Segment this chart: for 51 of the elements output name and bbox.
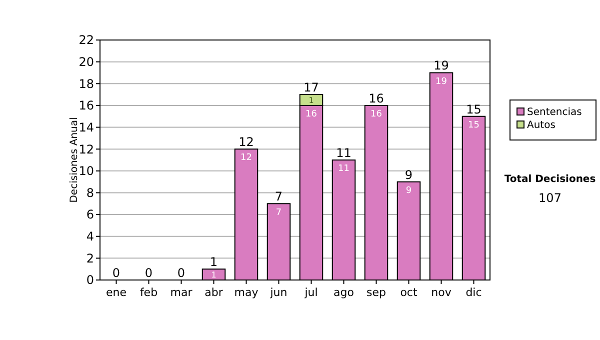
y-tick-label: 8 [86, 186, 94, 200]
y-tick-label: 20 [78, 55, 94, 70]
data-label: 9 [406, 186, 412, 196]
data-label: 11 [338, 164, 350, 174]
total-label: 15 [466, 102, 482, 116]
x-tick-label: jul [304, 286, 318, 299]
y-tick-label: 12 [78, 142, 94, 156]
y-tick-label: 0 [86, 273, 94, 288]
total-label: 1 [210, 255, 218, 270]
total-label: 12 [238, 135, 254, 150]
total-label: 16 [368, 91, 384, 106]
y-axis-title: Decisiones Anual [69, 117, 80, 203]
total-label: 19 [434, 58, 449, 73]
data-label: 7 [276, 208, 282, 218]
x-tick-label: may [234, 286, 259, 299]
data-label: 12 [240, 153, 252, 164]
y-tick-label: 22 [78, 33, 94, 48]
y-tick-label: 10 [78, 164, 94, 178]
total-label: 9 [404, 168, 413, 182]
x-tick-label: feb [140, 286, 158, 299]
x-tick-label: dic [466, 286, 482, 299]
total-label: 0 [112, 266, 120, 280]
text: Total Decisiones [504, 174, 596, 185]
x-tick-label: ene [106, 286, 127, 299]
total-label: 0 [144, 266, 153, 280]
total-label: 11 [336, 146, 352, 160]
legend-label: Autos [527, 120, 556, 131]
x-tick-label: ago [334, 286, 354, 299]
x-tick-label: mar [170, 286, 193, 299]
data-label: 1 [211, 270, 216, 280]
total-label: 17 [304, 80, 319, 95]
data-label: 1 [308, 96, 314, 105]
x-tick-label: abr [204, 286, 224, 299]
y-tick-label: 16 [78, 98, 94, 113]
data-label: 19 [436, 76, 448, 87]
y-tick-label: 14 [78, 120, 94, 134]
legend-label: Sentencias [527, 107, 582, 118]
y-tick-label: 18 [78, 76, 94, 91]
data-label: 16 [370, 110, 382, 120]
data-label: 15 [468, 120, 480, 131]
x-tick-label: jun [269, 286, 288, 299]
y-tick-label: 4 [86, 230, 94, 244]
x-tick-label: sep [366, 286, 386, 299]
y-tick-label: 6 [86, 208, 94, 222]
text: 107 [538, 191, 562, 205]
total-label: 7 [274, 190, 283, 204]
total-label: 0 [177, 266, 186, 280]
y-tick-label: 2 [86, 251, 94, 266]
data-label: 16 [306, 110, 318, 120]
x-tick-label: oct [400, 286, 418, 299]
x-tick-label: nov [431, 286, 452, 299]
